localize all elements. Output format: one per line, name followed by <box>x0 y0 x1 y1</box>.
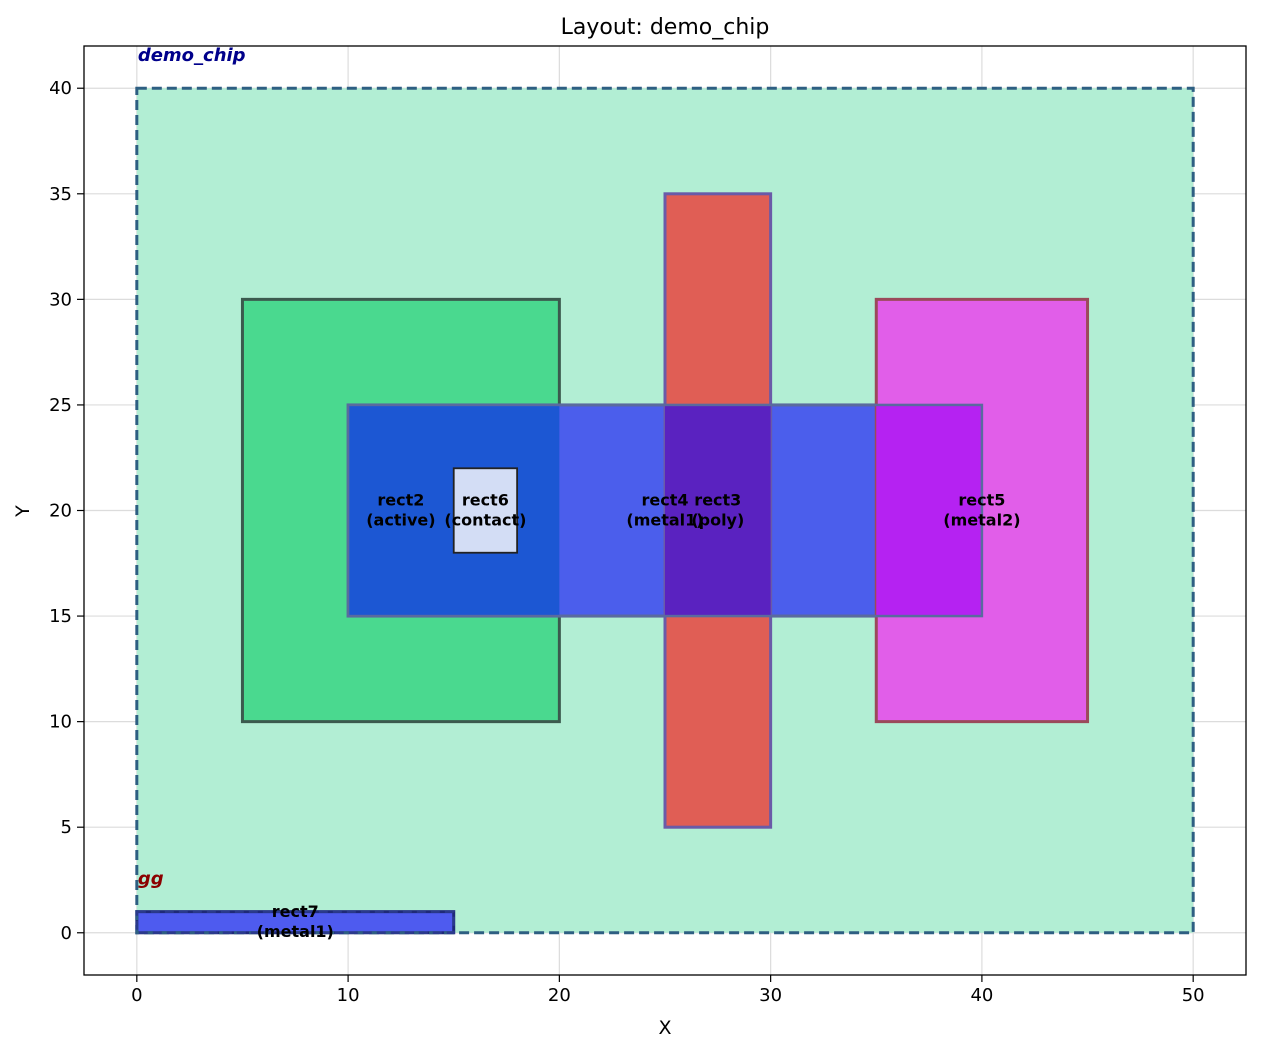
overlap-region <box>876 404 982 617</box>
x-tick-label: 0 <box>131 985 142 1006</box>
x-axis-label: X <box>658 1017 671 1039</box>
y-tick-label: 30 <box>49 289 72 310</box>
x-tick-label: 50 <box>1182 985 1205 1006</box>
shape-label-rect2: rect2 (active) <box>366 491 435 530</box>
y-tick-label: 15 <box>49 606 72 627</box>
shape-label-rect4: rect4 (metal1) <box>626 491 703 530</box>
x-tick-label: 10 <box>337 985 360 1006</box>
shape-rect4-outline <box>346 403 984 618</box>
cell-outline-demo-chip <box>135 86 1195 935</box>
y-axis-label: Y <box>12 505 34 518</box>
shape-label-rect7: rect7 (metal1) <box>257 902 334 941</box>
cell-name-label: gg <box>138 869 164 890</box>
x-tick-label: 30 <box>759 985 782 1006</box>
y-tick-label: 20 <box>49 501 72 522</box>
outline-layer <box>135 86 1195 935</box>
cell-outline-gg <box>135 910 455 935</box>
shape-label-rect6: rect6 (contact) <box>444 491 526 530</box>
y-tick-label: 10 <box>49 712 72 733</box>
y-tick-label: 35 <box>49 184 72 205</box>
chart-title: Layout: demo_chip <box>561 15 770 40</box>
y-tick-label: 25 <box>49 395 72 416</box>
shape-rect6 <box>452 467 519 554</box>
axis-ticks: 0 10 20 30 40 50 0 5 10 15 20 25 30 35 40 <box>49 78 1205 1006</box>
shape-label-rect3: rect3 (poly) <box>691 491 744 530</box>
overlap-layer <box>135 403 984 935</box>
cell-name-label: demo_chip <box>138 45 246 66</box>
x-tick-label: 20 <box>548 985 571 1006</box>
y-tick-label: 0 <box>61 923 72 944</box>
y-tick-label: 40 <box>49 78 72 99</box>
y-tick-label: 5 <box>61 817 72 838</box>
x-tick-label: 40 <box>970 985 993 1006</box>
shape-label-rect5: rect5 (metal2) <box>943 491 1020 530</box>
overlap-region <box>665 404 771 617</box>
